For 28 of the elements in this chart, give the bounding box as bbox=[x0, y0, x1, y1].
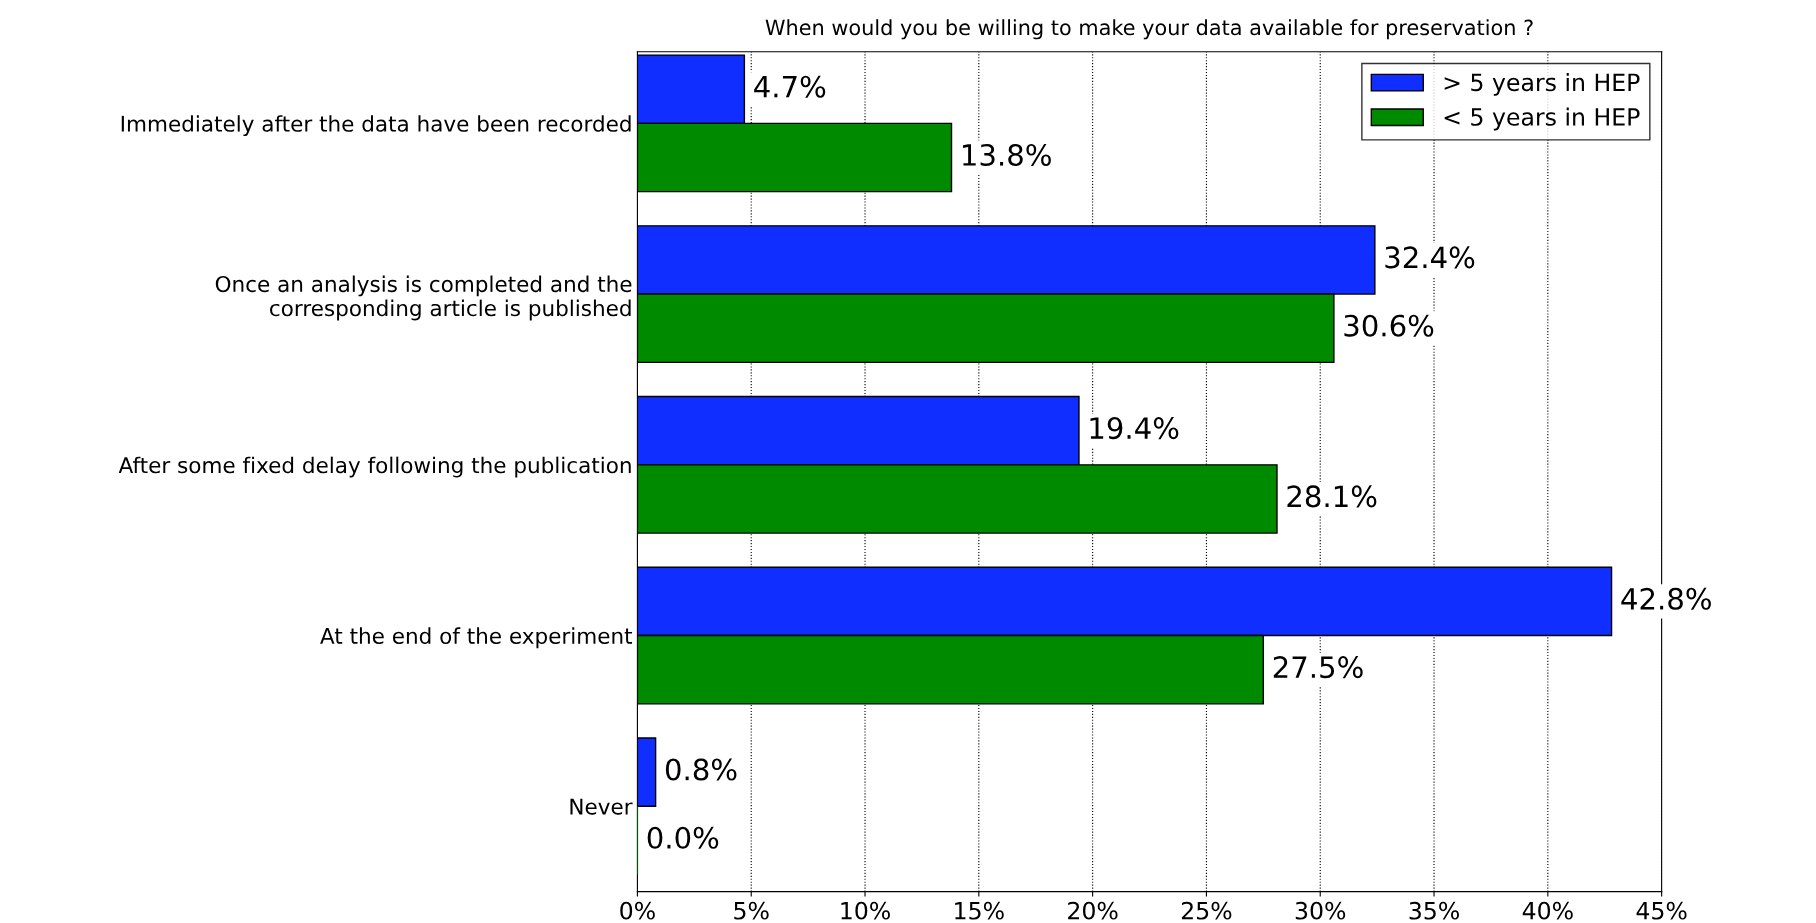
y-tick-label: After some fixed delay following the publication bbox=[118, 456, 631, 478]
y-tick-label: Immediately after the data have been recorded bbox=[121, 115, 631, 137]
x-tick-label: 0% bbox=[620, 901, 655, 920]
data-label: 27.5% bbox=[1273, 656, 1363, 679]
x-tick-label: 40% bbox=[1522, 901, 1573, 920]
x-tick-label: 35% bbox=[1409, 901, 1459, 920]
data-label: 0.8% bbox=[665, 758, 737, 781]
data-label: 32.4% bbox=[1385, 246, 1475, 269]
y-tick-label: Never bbox=[570, 798, 633, 815]
data-label: 0.0% bbox=[647, 826, 719, 849]
data-label: 42.8% bbox=[1621, 587, 1711, 610]
data-label: 28.1% bbox=[1287, 485, 1377, 508]
x-tick-label: 30% bbox=[1295, 901, 1346, 920]
legend-label: < 5 years in HEP bbox=[1444, 107, 1640, 131]
x-tick-label: 20% bbox=[1068, 901, 1118, 920]
data-label: 4.7% bbox=[754, 75, 826, 98]
x-tick-label: 5% bbox=[734, 901, 769, 920]
data-label: 30.6% bbox=[1344, 314, 1434, 337]
data-label: 19.4% bbox=[1090, 417, 1179, 440]
data-label: 13.8% bbox=[963, 143, 1051, 166]
chart-title: When would you be willing to make your data available for preservation ? bbox=[765, 19, 1533, 40]
x-tick-label: 45% bbox=[1636, 901, 1687, 920]
x-tick-label: 10% bbox=[841, 901, 890, 920]
x-tick-label: 25% bbox=[1181, 901, 1232, 920]
y-tick-label: At the end of the experiment bbox=[320, 627, 633, 649]
legend-label: > 5 years in HEP bbox=[1444, 72, 1640, 96]
y-tick-label: Once an analysis is completed and the corresponding article is published bbox=[215, 275, 632, 321]
x-tick-label: 15% bbox=[955, 901, 1004, 920]
